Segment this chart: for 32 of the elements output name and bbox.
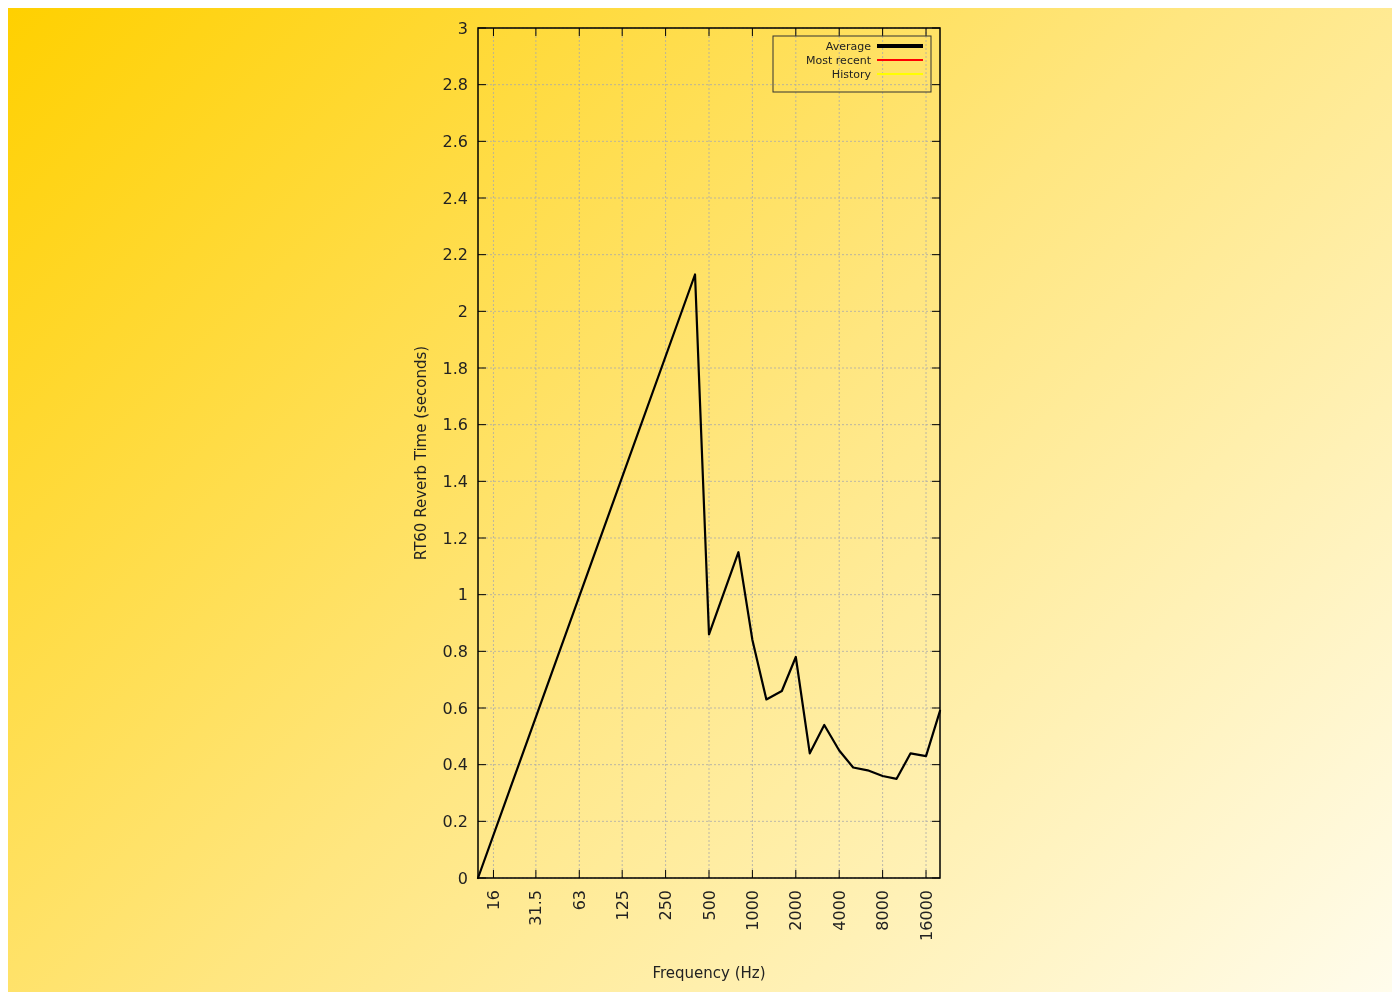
y-tick-label: 1: [457, 585, 468, 605]
x-tick-label: 2000: [786, 890, 806, 931]
y-tick-label: 0.4: [442, 755, 468, 775]
x-tick-label: 8000: [873, 890, 893, 931]
x-tick-label: 16: [484, 890, 504, 911]
y-tick-label: 0.8: [442, 641, 468, 661]
y-tick-label: 2.8: [442, 75, 468, 95]
y-tick-label: 0.6: [442, 698, 468, 718]
x-tick-label: 250: [656, 890, 676, 921]
y-tick-label: 0.2: [442, 811, 468, 831]
legend-label: History: [831, 68, 872, 81]
legend-label: Average: [825, 40, 872, 53]
y-tick-label: 1.2: [442, 528, 468, 548]
x-tick-label: 31.5: [526, 890, 546, 926]
x-tick-label: 1000: [743, 890, 763, 931]
y-tick-label: 2.6: [442, 131, 468, 151]
y-tick-label: 1.8: [442, 358, 468, 378]
x-tick-label: 125: [612, 890, 632, 921]
y-axis-title: RT60 Reverb Time (seconds): [412, 345, 430, 561]
y-tick-label: 1.4: [442, 471, 468, 491]
x-tick-label: 63: [569, 890, 589, 911]
y-tick-label: 2.2: [442, 245, 468, 265]
y-tick-label: 2.4: [442, 188, 468, 208]
x-axis-title: Frequency (Hz): [652, 964, 766, 982]
x-tick-label: 4000: [829, 890, 849, 931]
y-tick-label: 0: [457, 868, 468, 888]
x-tick-label: 16000: [916, 890, 936, 941]
y-tick-label: 2: [457, 301, 468, 321]
y-tick-label: 3: [457, 18, 468, 38]
x-tick-label: 500: [699, 890, 719, 921]
y-tick-label: 1.6: [442, 415, 468, 435]
legend-label: Most recent: [806, 54, 872, 67]
